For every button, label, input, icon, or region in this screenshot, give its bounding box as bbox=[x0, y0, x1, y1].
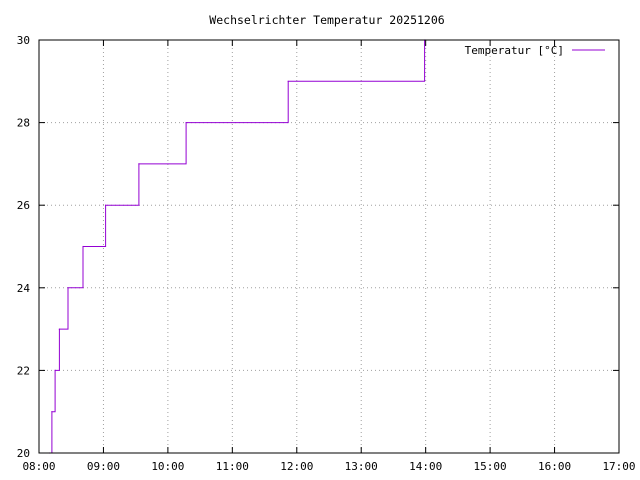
y-tick-label: 24 bbox=[17, 282, 31, 295]
x-tick-label: 10:00 bbox=[151, 460, 184, 473]
x-tick-label: 12:00 bbox=[280, 460, 313, 473]
series-point bbox=[54, 369, 56, 371]
series-point bbox=[138, 163, 140, 165]
y-tick-label: 26 bbox=[17, 199, 30, 212]
y-tick-label: 20 bbox=[17, 447, 30, 460]
y-tick-label: 28 bbox=[17, 117, 30, 130]
y-tick-label: 22 bbox=[17, 364, 30, 377]
chart-title: Wechselrichter Temperatur 20251206 bbox=[209, 13, 444, 27]
tick-labels: 08:00 09:00 10:00 11:00 12:00 13:00 14:00 15:00… bbox=[17, 34, 636, 473]
legend: Temperatur [°C] bbox=[465, 44, 605, 57]
plot-frame bbox=[38, 39, 620, 454]
series-point bbox=[82, 245, 84, 248]
series-point bbox=[287, 80, 289, 82]
series-point bbox=[104, 204, 107, 206]
series-point bbox=[67, 287, 69, 289]
legend-label: Temperatur [°C] bbox=[465, 44, 564, 57]
series-line bbox=[49, 39, 426, 454]
x-tick-label: 11:00 bbox=[216, 460, 249, 473]
x-tick-label: 16:00 bbox=[538, 460, 571, 473]
x-tick-label: 09:00 bbox=[87, 460, 120, 473]
x-tick-label: 17:00 bbox=[602, 460, 635, 473]
series-point bbox=[185, 122, 187, 124]
x-tick-label: 15:00 bbox=[474, 460, 507, 473]
series-point bbox=[58, 328, 61, 330]
series-point bbox=[51, 411, 53, 413]
x-tick-label: 08:00 bbox=[22, 460, 55, 473]
x-tick-label: 13:00 bbox=[345, 460, 378, 473]
x-tick-label: 14:00 bbox=[409, 460, 442, 473]
y-tick-label: 30 bbox=[17, 34, 30, 47]
